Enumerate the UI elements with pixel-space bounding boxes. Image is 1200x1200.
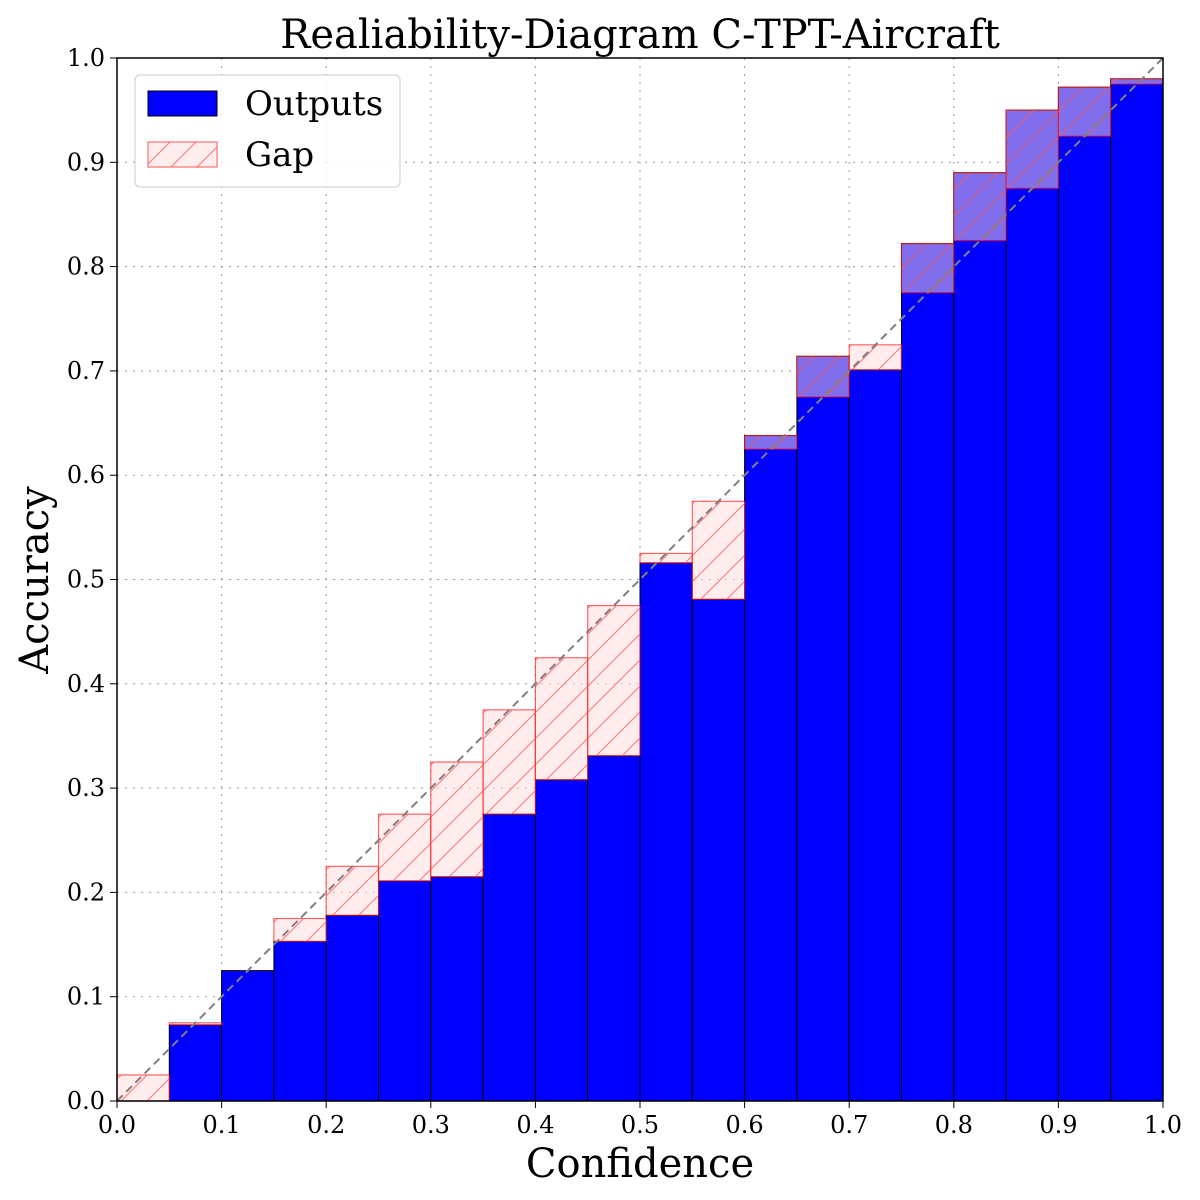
x-tick-label: 1.0 bbox=[1144, 1111, 1182, 1139]
legend-swatch-outputs bbox=[147, 90, 218, 117]
output-bar bbox=[848, 369, 903, 1102]
output-bar bbox=[168, 1024, 223, 1102]
output-bar bbox=[1005, 109, 1059, 1102]
gap-bar-hatch bbox=[1110, 78, 1163, 85]
output-bar bbox=[534, 779, 589, 1102]
x-tick-label: 0.4 bbox=[516, 1111, 554, 1139]
gap-bar-hatch bbox=[326, 866, 379, 916]
y-tick-label: 0.1 bbox=[67, 983, 105, 1011]
gap-bar-hatch bbox=[796, 356, 850, 397]
x-tick-label: 0.3 bbox=[412, 1111, 450, 1139]
y-tick-label: 0.7 bbox=[67, 357, 105, 385]
legend-label-outputs: Outputs bbox=[245, 84, 383, 124]
output-bar bbox=[430, 876, 484, 1102]
output-bar bbox=[1057, 86, 1112, 1102]
y-tick-label: 0.6 bbox=[67, 461, 105, 489]
output-bar bbox=[1110, 78, 1164, 1102]
gap-bar-hatch bbox=[378, 814, 431, 881]
output-bar bbox=[744, 435, 798, 1102]
output-bar bbox=[221, 970, 275, 1102]
y-tick-label: 0.5 bbox=[67, 566, 105, 594]
y-tick-label: 0.8 bbox=[67, 253, 105, 281]
gap-bar-hatch bbox=[535, 657, 588, 780]
x-tick-label: 0.7 bbox=[830, 1111, 868, 1139]
output-bar bbox=[587, 755, 641, 1102]
output-bar bbox=[901, 243, 955, 1102]
output-bar bbox=[691, 598, 746, 1102]
y-tick-label: 1.0 bbox=[67, 44, 105, 72]
output-bar bbox=[325, 914, 380, 1102]
y-axis-label: Accuracy bbox=[12, 486, 58, 675]
y-tick-label: 0.2 bbox=[67, 878, 105, 906]
x-tick-label: 0.1 bbox=[203, 1111, 241, 1139]
x-tick-label: 0.9 bbox=[1039, 1111, 1077, 1139]
gap-bar-hatch bbox=[1006, 110, 1059, 189]
legend: Outputs Gap bbox=[134, 74, 401, 188]
y-tick-label: 0.4 bbox=[67, 670, 105, 698]
output-bar bbox=[639, 562, 693, 1102]
y-tick-label: 0.9 bbox=[67, 148, 105, 176]
x-tick-label: 0.2 bbox=[307, 1111, 345, 1139]
gap-bar-hatch bbox=[692, 501, 745, 600]
gap-bar-hatch bbox=[273, 918, 327, 942]
ticks: 0.0 0.1 0.2 0.3 0.4 0.5 0.6 0.7 0.8 0.9 1.0 0.0 0.1 0… bbox=[67, 44, 1182, 1139]
gap-bar-hatch bbox=[1058, 87, 1111, 137]
gap-bar-hatch bbox=[430, 762, 484, 877]
gap-bar-hatch bbox=[953, 172, 1007, 241]
output-bar bbox=[378, 880, 432, 1102]
gap-bar-hatch bbox=[901, 243, 954, 293]
gap-bar-hatch bbox=[849, 344, 902, 370]
gap-bar-hatch bbox=[744, 435, 797, 450]
gap-bar-hatch bbox=[587, 605, 640, 756]
legend-swatch-gap-hatch bbox=[148, 142, 217, 167]
x-tick-label: 0.8 bbox=[935, 1111, 973, 1139]
gap-bar-hatch bbox=[640, 553, 693, 563]
y-tick-label: 0.0 bbox=[67, 1087, 105, 1115]
x-tick-label: 0.5 bbox=[621, 1111, 659, 1139]
x-axis-label: Confidence bbox=[526, 1141, 754, 1187]
output-bar bbox=[482, 813, 536, 1102]
x-tick-label: 0.6 bbox=[726, 1111, 764, 1139]
legend-label-gap: Gap bbox=[245, 135, 314, 175]
gap-bar-hatch bbox=[117, 1074, 170, 1101]
bars bbox=[116, 78, 1164, 1102]
output-bar bbox=[796, 355, 850, 1102]
output-bar bbox=[953, 172, 1007, 1102]
x-tick-label: 0.0 bbox=[98, 1111, 136, 1139]
chart-title: Realiability-Diagram C-TPT-Aircraft bbox=[280, 12, 1000, 58]
y-tick-label: 0.3 bbox=[67, 774, 105, 802]
output-bar bbox=[273, 940, 327, 1102]
gap-bar-hatch bbox=[483, 709, 536, 815]
